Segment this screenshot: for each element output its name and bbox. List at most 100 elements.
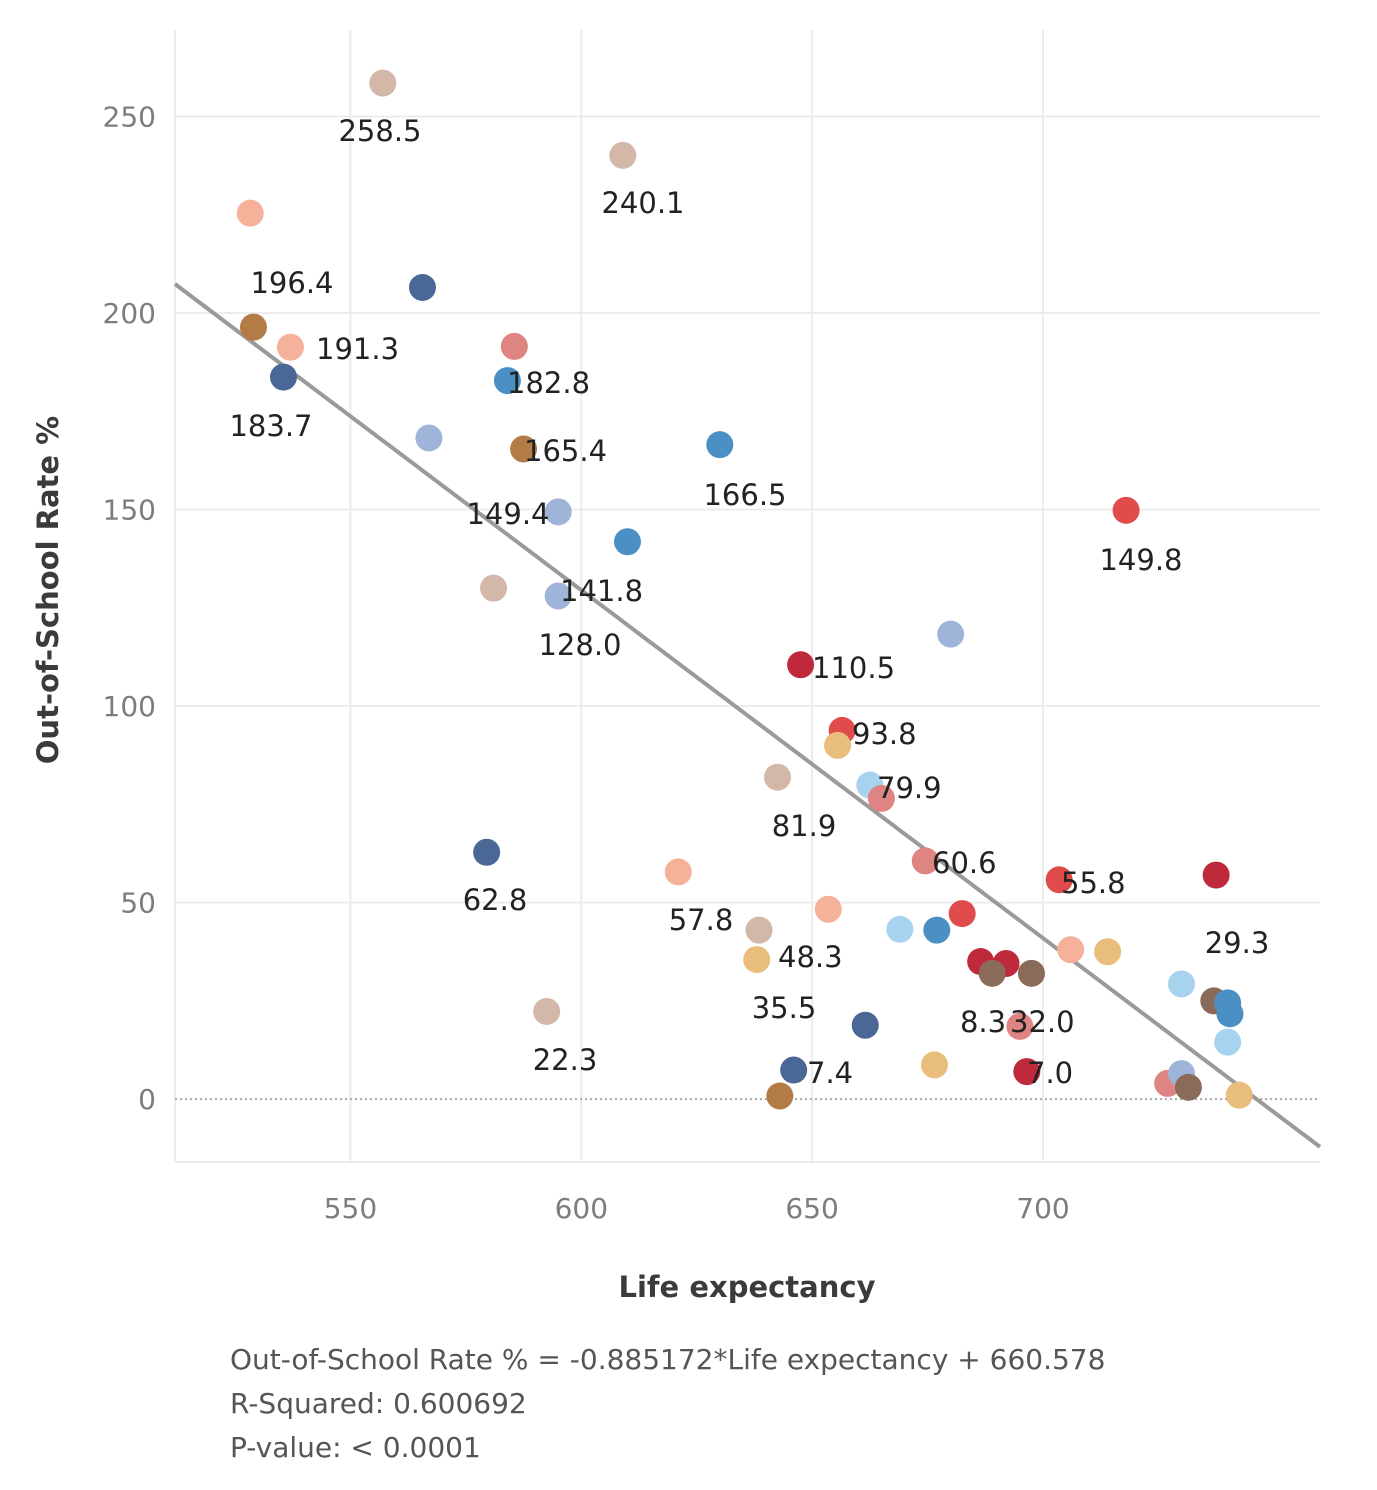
data-point — [1006, 1012, 1034, 1040]
data-point — [276, 333, 304, 361]
data-point — [609, 141, 637, 169]
data-label: 93.8 — [852, 717, 917, 751]
data-point — [1202, 861, 1230, 889]
trend-statistics: Out-of-School Rate % = -0.885172*Life ex… — [230, 1338, 1105, 1470]
data-point — [1045, 866, 1073, 894]
data-label: 57.8 — [669, 903, 734, 937]
data-point — [920, 1051, 948, 1079]
data-point — [1017, 959, 1045, 987]
data-point — [473, 838, 501, 866]
data-label: 128.0 — [538, 628, 621, 662]
y-tick-label: 50 — [120, 887, 156, 920]
data-point — [851, 1011, 879, 1039]
data-label: 196.4 — [250, 266, 333, 300]
data-point — [500, 332, 528, 360]
data-point — [1013, 1058, 1041, 1086]
data-label: 110.5 — [812, 651, 895, 685]
data-point — [787, 651, 815, 679]
data-point — [533, 997, 561, 1025]
data-point — [814, 895, 842, 923]
data-label: 7.4 — [807, 1056, 853, 1090]
data-label: 55.8 — [1061, 866, 1126, 900]
data-point — [480, 574, 508, 602]
data-points — [236, 69, 1253, 1110]
data-label: 79.9 — [877, 771, 942, 805]
scatter-chart: 0 50 100 150 200 250 550 600 650 700 258.5 240.1 1… — [31, 30, 1322, 1304]
data-labels: 258.5 240.1 196.4 191.3 183.7 182.8 165.4 166.5… — [229, 114, 1269, 1090]
data-point — [269, 363, 297, 391]
data-point — [510, 435, 538, 463]
data-point — [1167, 970, 1195, 998]
data-point — [1216, 1000, 1244, 1028]
data-point — [1094, 938, 1122, 966]
data-label: 165.4 — [524, 434, 607, 468]
data-label: 8.3 — [960, 1005, 1006, 1039]
data-point — [1225, 1081, 1253, 1109]
data-point — [764, 763, 792, 791]
data-label: 29.3 — [1205, 926, 1270, 960]
data-point — [923, 916, 951, 944]
data-label: 7.0 — [1027, 1056, 1073, 1090]
data-label: 60.6 — [932, 846, 997, 880]
grid — [174, 30, 1320, 1163]
x-axis-ticks: 550 600 650 700 — [324, 1192, 1070, 1225]
data-point — [978, 959, 1006, 987]
data-point — [911, 847, 939, 875]
data-point — [1112, 496, 1140, 524]
y-tick-label: 200 — [103, 297, 156, 330]
y-axis-ticks: 0 50 100 150 200 250 — [103, 100, 156, 1116]
trend-line — [173, 282, 1322, 1149]
y-tick-label: 100 — [103, 690, 156, 723]
data-point — [948, 900, 976, 928]
data-point — [745, 916, 773, 944]
y-tick-label: 250 — [103, 100, 156, 133]
data-label: 182.8 — [507, 366, 590, 400]
data-point — [743, 946, 771, 974]
y-tick-label: 0 — [138, 1083, 156, 1116]
data-point — [613, 528, 641, 556]
data-point — [408, 273, 436, 301]
data-label: 141.8 — [560, 574, 643, 608]
trend-p-value: P-value: < 0.0001 — [230, 1431, 481, 1464]
data-point — [369, 69, 397, 97]
data-point — [937, 620, 965, 648]
data-point — [544, 498, 572, 526]
data-point — [415, 424, 443, 452]
data-point — [493, 367, 521, 395]
data-point — [824, 731, 852, 759]
data-label: 240.1 — [601, 186, 684, 220]
data-label: 81.9 — [772, 809, 837, 843]
trend-equation: Out-of-School Rate % = -0.885172*Life ex… — [230, 1343, 1106, 1376]
data-point — [780, 1056, 808, 1084]
data-label: 183.7 — [229, 409, 312, 443]
x-tick-label: 600 — [555, 1192, 608, 1225]
data-point — [886, 915, 914, 943]
data-label: 191.3 — [316, 332, 399, 366]
trend-r-squared: R-Squared: 0.600692 — [230, 1387, 527, 1420]
data-point — [706, 431, 734, 459]
data-point — [664, 858, 692, 886]
data-label: 258.5 — [338, 114, 421, 148]
data-point — [1174, 1073, 1202, 1101]
data-point — [867, 784, 895, 812]
data-label: 149.8 — [1099, 543, 1182, 577]
y-tick-label: 150 — [103, 494, 156, 527]
data-label: 35.5 — [752, 991, 817, 1025]
y-axis-title: Out-of-School Rate % — [31, 416, 65, 764]
x-tick-label: 700 — [1016, 1192, 1069, 1225]
data-point — [239, 313, 267, 341]
data-label: 48.3 — [778, 940, 843, 974]
data-label: 149.4 — [466, 497, 549, 531]
data-label: 32.0 — [1010, 1005, 1075, 1039]
data-point — [1057, 936, 1085, 964]
data-point — [236, 199, 264, 227]
data-point — [1214, 1028, 1242, 1056]
data-point — [544, 582, 572, 610]
x-tick-label: 650 — [785, 1192, 838, 1225]
data-point — [766, 1082, 794, 1110]
x-tick-label: 550 — [324, 1192, 377, 1225]
data-label: 22.3 — [533, 1043, 598, 1077]
data-label: 62.8 — [463, 883, 528, 917]
x-axis-title: Life expectancy — [619, 1270, 876, 1304]
data-label: 166.5 — [703, 478, 786, 512]
